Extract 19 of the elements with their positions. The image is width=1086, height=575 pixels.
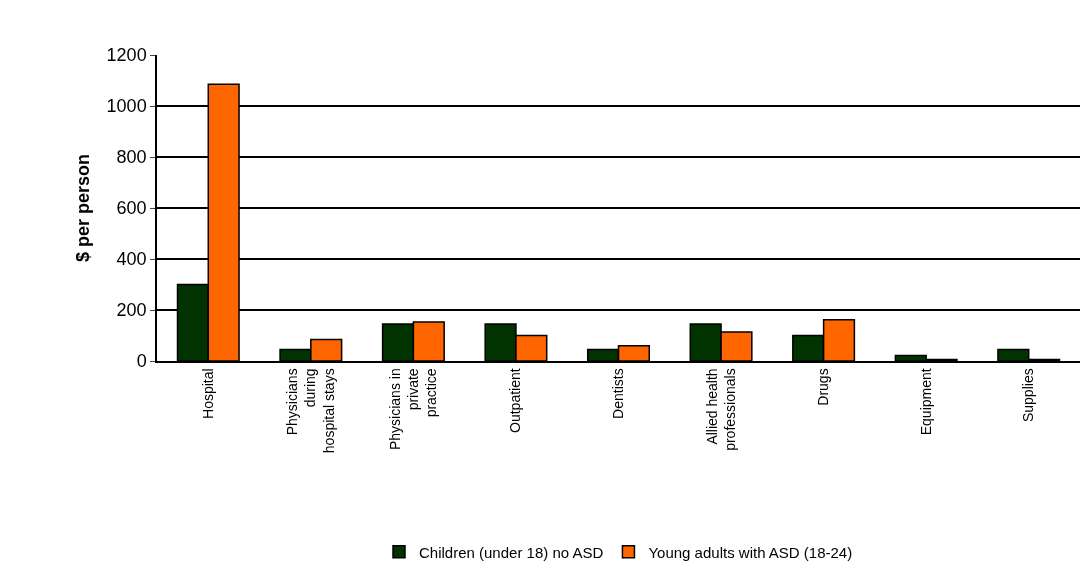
legend-label: Children (under 18) no ASD [419, 543, 604, 561]
x-tick-label: Physicians during hospital stays [284, 368, 337, 454]
x-tick-label: Allied health professionals [703, 368, 738, 451]
x-tick-label: Physicians in private practice [386, 368, 440, 451]
x-tick-label: Hospital [199, 368, 216, 419]
y-tick-label: 600 [116, 198, 147, 219]
x-tick-label: Supplies [1020, 368, 1037, 423]
y-tick-label: 1000 [106, 96, 147, 117]
y-tick-label: 400 [116, 249, 147, 270]
x-tick-label: Equipment [917, 368, 934, 436]
legend-label: Young adults with ASD (18-24) [648, 543, 853, 561]
y-tick-label: 0 [136, 351, 147, 372]
x-tick-label: Outpatient [507, 368, 524, 433]
x-tick-label: Drugs [815, 368, 832, 406]
y-tick-label: 800 [116, 147, 147, 168]
x-tick-label: Dentists [610, 368, 627, 419]
y-tick-label: 200 [116, 300, 147, 321]
y-axis-title: $ per person [73, 153, 94, 263]
y-tick-label: 1200 [106, 45, 147, 66]
